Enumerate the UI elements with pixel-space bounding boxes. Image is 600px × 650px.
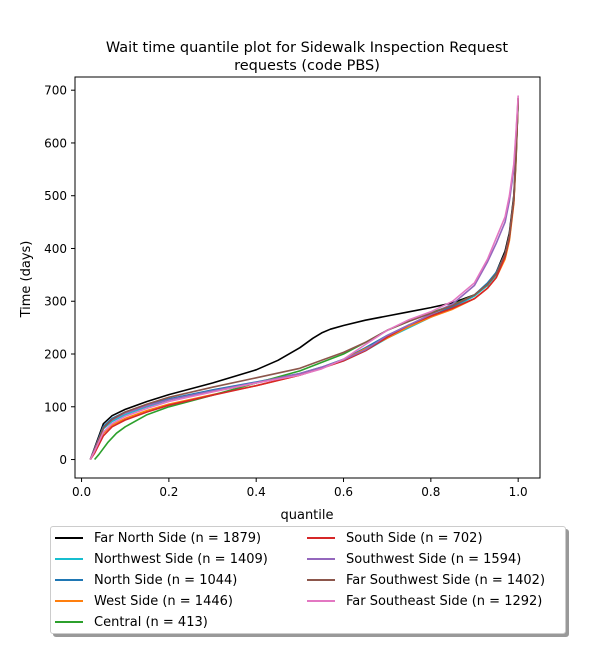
- legend-label: Southwest Side (n = 1594): [346, 551, 522, 567]
- x-tick-label: 0.4: [247, 485, 266, 499]
- legend-item: Far North Side (n = 1879): [55, 528, 261, 548]
- legend-item: Far Southwest Side (n = 1402): [307, 570, 545, 590]
- x-tick-label: 0.2: [159, 485, 178, 499]
- x-tick-label: 0.8: [421, 485, 440, 499]
- x-tick-label: 0.6: [334, 485, 353, 499]
- legend-item: Southwest Side (n = 1594): [307, 549, 521, 569]
- series-line-6: [89, 98, 519, 460]
- legend-item: South Side (n = 702): [307, 528, 483, 548]
- x-tick-label: 1.0: [509, 485, 528, 499]
- y-tick-label: 200: [44, 348, 67, 362]
- legend-item: Northwest Side (n = 1409): [55, 549, 268, 569]
- legend-swatch: [55, 537, 83, 539]
- legend-label: Northwest Side (n = 1409): [94, 551, 268, 567]
- x-axis-label: quantile: [280, 508, 333, 523]
- legend-swatch: [55, 579, 83, 581]
- axis-layer: 0.0 0.2 0.4 0.6 0.8 1.0 0 100 200 300 400 500 600 700: [44, 76, 541, 499]
- y-tick-label: 400: [44, 242, 67, 256]
- y-tick-label: 600: [44, 136, 67, 150]
- y-tick-label: 0: [59, 453, 67, 467]
- legend-item: West Side (n = 1446): [55, 591, 233, 611]
- legend: Far North Side (n = 1879) Northwest Side …: [50, 526, 566, 634]
- series-layer: [89, 95, 519, 461]
- legend-label: West Side (n = 1446): [94, 593, 233, 609]
- legend-label: South Side (n = 702): [346, 530, 483, 546]
- legend-item: Central (n = 413): [55, 612, 208, 632]
- series-line-5: [89, 98, 519, 460]
- x-tick-label: 0.0: [72, 485, 91, 499]
- plot-frame: [74, 76, 541, 479]
- legend-swatch: [55, 621, 83, 623]
- legend-item: Far Southeast Side (n = 1292): [307, 591, 542, 611]
- legend-item: North Side (n = 1044): [55, 570, 237, 590]
- chart-title-line-1: Wait time quantile plot for Sidewalk Ins…: [106, 40, 509, 56]
- y-axis-label: Time (days): [19, 241, 34, 319]
- legend-label: North Side (n = 1044): [94, 572, 238, 588]
- legend-swatch: [307, 579, 335, 581]
- y-tick-label: 100: [44, 400, 67, 414]
- legend-swatch: [55, 558, 83, 560]
- chart-title-line-2: requests (code PBS): [234, 58, 380, 74]
- y-tick-label: 500: [44, 189, 67, 203]
- legend-swatch: [307, 558, 335, 560]
- y-tick-label: 300: [44, 295, 67, 309]
- y-tick-label: 700: [44, 84, 67, 98]
- legend-label: Far Southwest Side (n = 1402): [346, 572, 546, 588]
- legend-swatch: [307, 600, 335, 602]
- legend-label: Central (n = 413): [94, 614, 208, 630]
- series-line-8: [89, 95, 519, 460]
- legend-swatch: [307, 537, 335, 539]
- series-line-7: [89, 98, 519, 460]
- legend-swatch: [55, 600, 83, 602]
- series-line-3: [89, 98, 519, 460]
- legend-label: Far North Side (n = 1879): [94, 530, 262, 546]
- legend-label: Far Southeast Side (n = 1292): [346, 593, 543, 609]
